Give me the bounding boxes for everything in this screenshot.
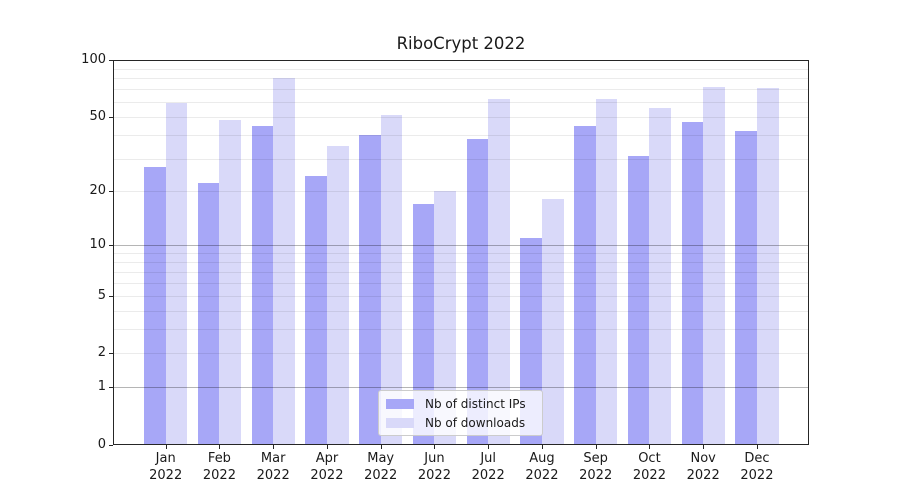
x-tick-label-apr: Apr 2022 (310, 451, 344, 483)
bar-ips-nov (681, 122, 704, 445)
bar-ips-mar (251, 125, 274, 445)
bar-downloads-oct (649, 107, 672, 445)
bar-downloads-may (380, 115, 403, 445)
x-tick-label-may: May 2022 (364, 451, 398, 483)
y-tick-mark (109, 117, 113, 118)
y-tick-mark (109, 60, 113, 61)
y-tick-label-0: 0 (97, 437, 106, 452)
x-tick-mark (541, 445, 543, 449)
bar-downloads-jan (165, 103, 188, 445)
y-tick-mark (109, 191, 113, 193)
bar-downloads-apr (326, 146, 349, 445)
legend-label-downloads: Nb of downloads (425, 415, 526, 430)
x-tick-mark (434, 445, 436, 449)
legend-entry-distinct-ips: Nb of distinct IPs (386, 395, 534, 412)
bar-downloads-nov (703, 87, 725, 445)
y-tick-label-5: 5 (97, 287, 106, 303)
x-tick-label-jan: Jan 2022 (149, 451, 183, 483)
y-tick-label-100: 100 (81, 52, 106, 67)
bar-downloads-sep (595, 99, 618, 445)
x-tick-label-jul: Jul 2022 (471, 451, 505, 483)
y-tick-label-1: 1 (97, 379, 106, 395)
gridline-80 (113, 78, 809, 80)
y-tick-label-20: 20 (89, 183, 106, 199)
x-tick-label-aug: Aug 2022 (525, 451, 559, 483)
x-tick-mark (326, 445, 328, 449)
x-tick-mark (380, 445, 382, 449)
bar-downloads-jun (434, 191, 457, 445)
x-tick-label-dec: Dec 2022 (740, 451, 774, 483)
x-tick-mark (488, 445, 490, 449)
bar-ips-oct (627, 155, 650, 445)
x-tick-label-mar: Mar 2022 (256, 451, 290, 483)
y-tick-mark (109, 387, 113, 389)
x-tick-label-nov: Nov 2022 (686, 451, 720, 483)
bar-ips-jul (466, 139, 489, 445)
y-tick-mark (109, 353, 113, 355)
bar-downloads-jul (488, 99, 510, 445)
y-tick-mark (109, 244, 113, 246)
x-tick-label-oct: Oct 2022 (632, 451, 666, 483)
bar-downloads-dec (756, 88, 779, 445)
legend-entry-downloads: Nb of downloads (386, 414, 534, 431)
bar-downloads-mar (273, 78, 295, 445)
x-tick-label-sep: Sep 2022 (579, 451, 613, 483)
y-tick-label-10: 10 (89, 236, 106, 252)
bar-ips-jun (412, 203, 435, 445)
x-tick-mark (703, 445, 705, 449)
chart-title: RiboCrypt 2022 (396, 34, 526, 53)
y-tick-label-50: 50 (89, 109, 106, 124)
x-tick-mark (756, 445, 758, 449)
y-tick-mark (109, 445, 113, 446)
gridline-90 (113, 68, 809, 70)
x-tick-mark (649, 445, 651, 449)
x-tick-label-jun: Jun 2022 (417, 451, 451, 483)
y-tick-label-2: 2 (97, 345, 106, 361)
plot-area: Nb of distinct IPs Nb of downloads (113, 60, 809, 445)
bar-downloads-feb (219, 120, 242, 445)
legend-label-distinct-ips: Nb of distinct IPs (425, 396, 526, 411)
legend: Nb of distinct IPs Nb of downloads (378, 390, 543, 436)
bar-ips-may (359, 135, 381, 445)
y-tick-mark (109, 295, 113, 297)
legend-swatch-distinct-ips (386, 398, 414, 409)
x-tick-label-feb: Feb 2022 (202, 451, 236, 483)
bar-downloads-aug (541, 199, 564, 445)
x-tick-mark (273, 445, 275, 449)
x-tick-mark (165, 445, 167, 449)
bar-ips-apr (305, 176, 327, 445)
legend-swatch-downloads (386, 417, 414, 428)
bar-ips-feb (197, 183, 220, 445)
x-tick-mark (595, 445, 597, 449)
bar-ips-jan (144, 167, 166, 445)
bar-ips-dec (735, 131, 757, 445)
x-tick-mark (219, 445, 221, 449)
bar-ips-sep (574, 125, 596, 445)
